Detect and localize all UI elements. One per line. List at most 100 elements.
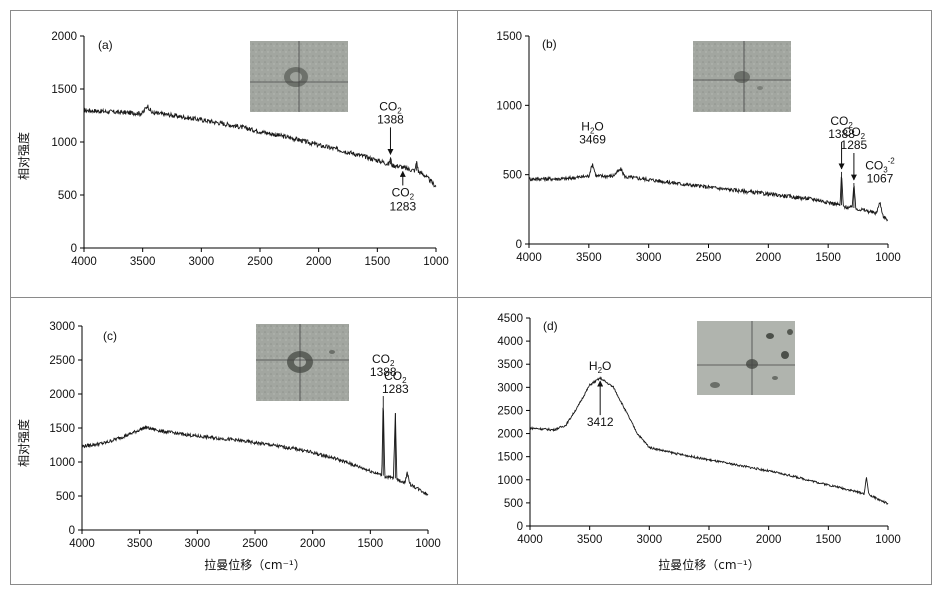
annotation-species-main: CO (843, 125, 861, 139)
annotation-species-post: O (594, 120, 603, 134)
x-tick-label: 3500 (577, 534, 603, 546)
annotation-subscript: 2 (390, 359, 395, 368)
annotation-subscript: 2 (590, 127, 595, 136)
x-tick-label: 3500 (130, 256, 156, 268)
x-tick-label: 2500 (696, 534, 722, 546)
annotation-species: CO2 (384, 369, 407, 385)
panel-label: (d) (543, 319, 558, 333)
annotation-species-main: CO (384, 369, 402, 383)
y-tick-label: 1500 (497, 452, 523, 464)
annotation-species-main: CO (830, 114, 848, 128)
y-tick-label: 500 (58, 190, 77, 202)
y-tick-label: 500 (503, 170, 522, 182)
annotation-species-main: H (581, 120, 590, 134)
annotation-wavenumber: 3469 (579, 133, 606, 147)
y-tick-label: 0 (69, 525, 75, 537)
y-tick-label: 3000 (497, 382, 523, 394)
x-tick-label: 1500 (365, 256, 391, 268)
peak-annotation: H2O 3412 (587, 359, 614, 429)
panel-label: (a) (98, 38, 113, 52)
annotation-wavenumber: 1388 (828, 127, 855, 141)
micrograph-a (250, 41, 348, 112)
annotation-species: CO2 (379, 99, 402, 115)
x-tick-label: 1500 (816, 534, 842, 546)
panel-label: (b) (542, 37, 557, 51)
annotation-subscript: 2 (402, 376, 407, 385)
y-tick-label: 1500 (49, 423, 75, 435)
x-tick-label: 2500 (242, 538, 268, 550)
annotation-wavenumber: 1067 (867, 171, 894, 185)
y-tick-label: 2500 (49, 355, 75, 367)
annotation-subscript: 2 (410, 192, 415, 201)
annotation-species: H2O (589, 359, 611, 375)
x-tick-label: 2000 (756, 252, 782, 264)
x-tick-label: 3500 (127, 538, 153, 550)
panel-label: (c) (103, 329, 117, 343)
y-tick-label: 2000 (49, 389, 75, 401)
annotation-superscript: -2 (888, 156, 896, 165)
annotation-species-main: CO (379, 99, 397, 113)
y-tick-label: 1500 (496, 31, 522, 43)
annotation-species: CO2 (830, 114, 853, 130)
x-tick-label: 4000 (516, 252, 542, 264)
y-tick-label: 1000 (497, 475, 523, 487)
y-axis-title: 相对强度 (16, 132, 31, 180)
annotation-species-main: CO (372, 352, 390, 366)
y-tick-label: 1000 (51, 137, 77, 149)
x-tick-label: 3000 (185, 538, 211, 550)
x-tick-label: 2500 (247, 256, 273, 268)
annotation-species-main: CO (865, 158, 883, 172)
annotation-subscript: 3 (883, 165, 888, 174)
y-tick-label: 2000 (497, 429, 523, 441)
y-tick-label: 0 (516, 239, 522, 251)
annotation-species: CO2 (843, 125, 866, 141)
x-tick-label: 2500 (696, 252, 722, 264)
x-tick-label: 4000 (517, 534, 543, 546)
x-tick-label: 3000 (189, 256, 215, 268)
x-tick-label: 2000 (756, 534, 782, 546)
y-tick-label: 4000 (497, 336, 523, 348)
y-tick-label: 1500 (51, 84, 77, 96)
micrograph-d (697, 321, 795, 395)
annotation-species: CO2 (392, 185, 415, 201)
annotation-species-main: CO (392, 185, 410, 199)
series-line (83, 104, 437, 188)
x-axis-title: 拉曼位移（cm⁻¹） (204, 557, 305, 572)
annotation-subscript: 2 (598, 366, 603, 375)
x-tick-label: 3000 (637, 534, 663, 546)
x-axis-title: 拉曼位移（cm⁻¹） (658, 557, 759, 572)
x-tick-label: 1000 (875, 534, 901, 546)
x-tick-label: 2000 (306, 256, 332, 268)
series-line (528, 163, 888, 222)
y-tick-label: 1000 (49, 457, 75, 469)
series-line (529, 376, 889, 505)
y-tick-label: 500 (56, 491, 75, 503)
annotation-wavenumber: 1285 (841, 138, 868, 152)
x-tick-label: 4000 (69, 538, 95, 550)
peak-annotation: CO3-2 1067 (865, 156, 895, 185)
x-tick-label: 1500 (815, 252, 841, 264)
y-tick-label: 1000 (496, 100, 522, 112)
y-tick-label: 3500 (497, 359, 523, 371)
annotation-wavenumber: 1283 (389, 199, 416, 213)
y-tick-label: 0 (517, 521, 523, 533)
annotation-species: CO2 (372, 352, 395, 368)
annotation-wavenumber: 1388 (370, 365, 397, 379)
x-tick-label: 1000 (423, 256, 449, 268)
y-axis-title: 相对强度 (16, 419, 31, 467)
x-tick-label: 1500 (358, 538, 384, 550)
annotation-wavenumber: 1388 (377, 112, 404, 126)
y-tick-label: 2500 (497, 405, 523, 417)
series-line (81, 407, 429, 497)
y-tick-label: 0 (71, 243, 77, 255)
y-tick-label: 4500 (497, 313, 523, 325)
y-tick-label: 3000 (49, 321, 75, 333)
micrograph-c (256, 324, 349, 401)
x-tick-label: 4000 (71, 256, 97, 268)
